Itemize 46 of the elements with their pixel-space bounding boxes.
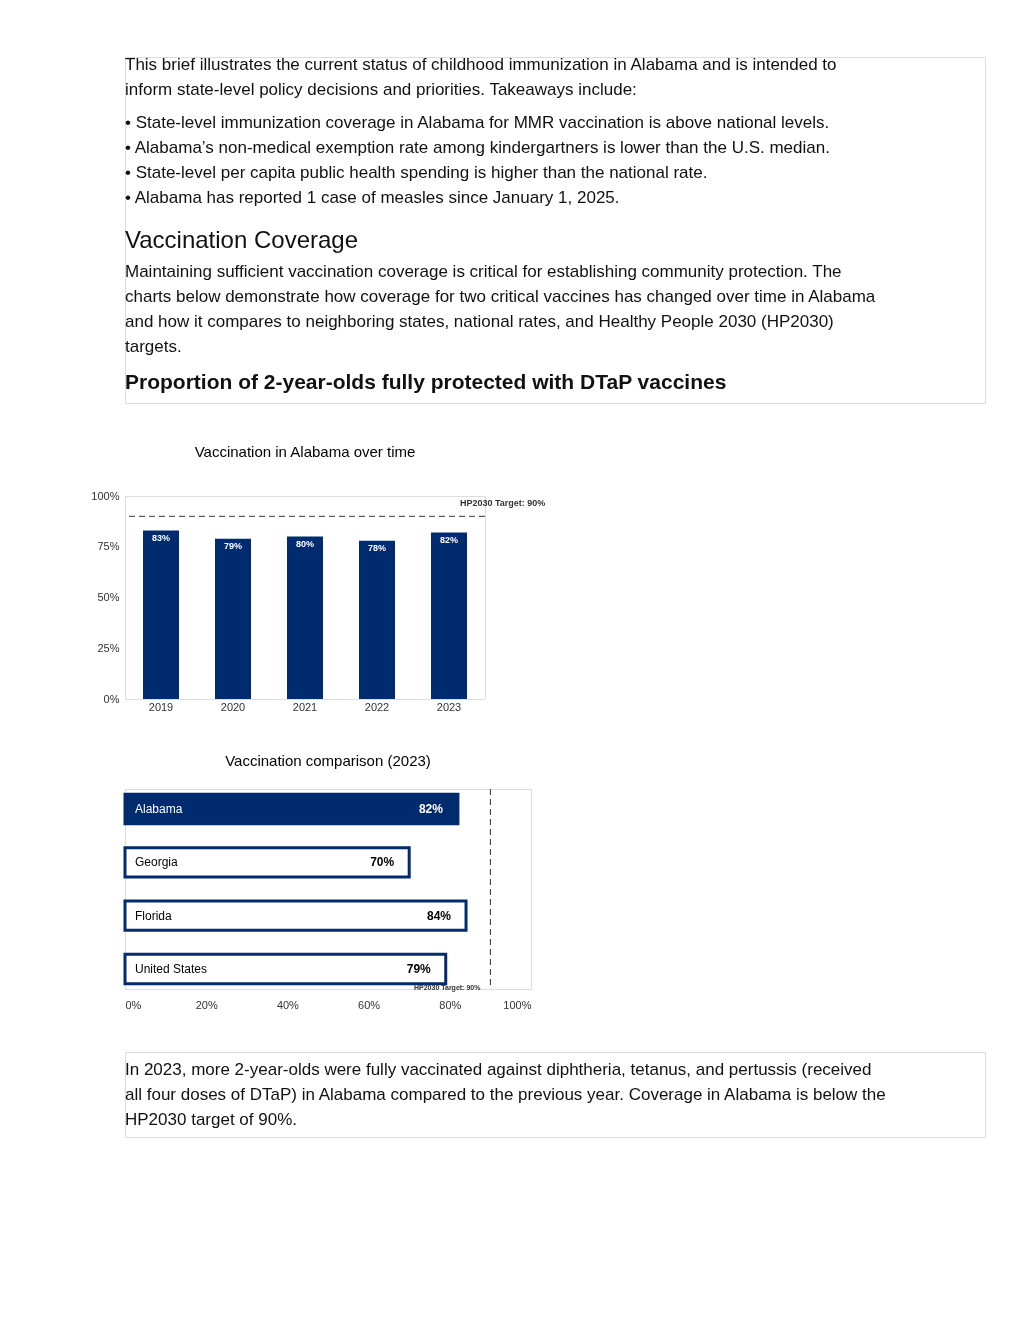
text: • Alabama’s non-medical exemption rate among kindergartners is lower than the U.S. median.	[125, 137, 830, 157]
y-tick-label: 25%	[97, 641, 120, 654]
y-tick-label: 100%	[91, 489, 120, 502]
y-tick-label: 0%	[103, 692, 120, 705]
x-tick-label: 40%	[276, 998, 300, 1011]
text: In 2023, more 2-year-olds were fully vaccinated against diphtheria, tetanus, and pertussis (received all four doses of DTaP) in Alabama compared to the previous year. Coverage in Alabama is below the HP2030 target of 90%.	[125, 1060, 886, 1129]
y-tick-label: Florida	[135, 908, 173, 923]
text: Vaccination Coverage	[125, 225, 359, 253]
x-tick-label: 80%	[439, 998, 462, 1011]
x-tick-label: 0%	[125, 998, 142, 1011]
bar	[359, 540, 395, 699]
text: Proportion of 2-year-olds fully protected with DTaP vaccines	[125, 370, 727, 394]
y-tick-label: 75%	[97, 540, 120, 553]
data-label: 80%	[295, 538, 315, 549]
bar	[215, 538, 251, 699]
bar	[287, 536, 323, 699]
bar	[143, 530, 179, 699]
data-label: 82%	[418, 802, 444, 816]
x-tick-label: 60%	[358, 998, 381, 1011]
data-label: 84%	[427, 908, 452, 923]
data-label: 83%	[151, 532, 171, 543]
y-tick-label: 50%	[97, 591, 120, 603]
x-tick-label: 20%	[195, 998, 218, 1011]
chart-title: Vaccination in Alabama over time	[194, 443, 416, 460]
y-tick-label: Georgia	[135, 855, 179, 870]
chart-title: Vaccination comparison (2023)	[225, 751, 431, 769]
data-label: 78%	[367, 542, 387, 553]
ref-line-label: HP2030 Target: 90%	[460, 498, 546, 509]
y-tick-label: Alabama	[135, 802, 183, 816]
x-tick-label: 2023	[436, 700, 462, 713]
x-tick-label: 2022	[364, 700, 390, 713]
x-tick-label: 2019	[148, 700, 174, 713]
data-label: 82%	[439, 534, 459, 545]
text: Maintaining sufficient vaccination coverage is critical for establishing community protection. The charts below demonstrate how coverage for two critical vaccines has changed over time in Alabama and how it compares to neighboring states, national rates, and Healthy People 2030 (HP2030) targets.	[125, 262, 876, 357]
text: This brief illustrates the current status of childhood immunization in Alabama and is intended to inform state-level policy decisions and priorities. Takeaways include:	[125, 55, 837, 99]
x-tick-label: 100%	[503, 998, 532, 1011]
text: • State-level per capita public health spending is higher than the national rate.	[125, 162, 708, 182]
x-tick-label: 2020	[220, 700, 246, 713]
data-label: 79%	[406, 962, 432, 976]
bar	[431, 532, 467, 699]
data-label: 70%	[370, 855, 395, 870]
y-tick-label: United States	[135, 962, 208, 976]
data-label: 79%	[223, 540, 243, 551]
text: • State-level immunization coverage in Alabama for MMR vaccination is above national levels.	[125, 112, 830, 132]
x-tick-label: 2021	[292, 700, 318, 713]
text: • Alabama has reported 1 case of measles since January 1, 2025.	[125, 187, 620, 207]
